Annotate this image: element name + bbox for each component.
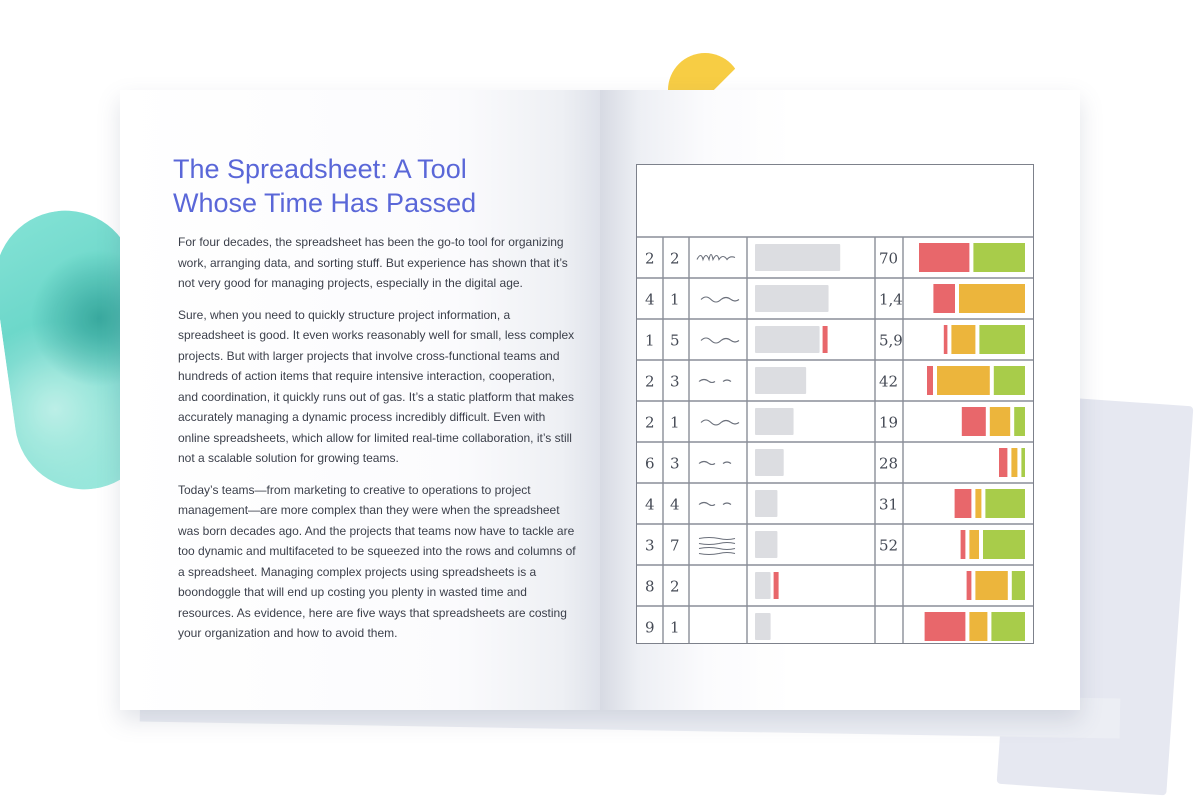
cell-col2: 7: [670, 537, 680, 555]
status-segment-amber: [951, 325, 976, 354]
status-segment-red: [999, 448, 1008, 477]
grey-bar: [755, 244, 841, 271]
red-tick: [822, 326, 828, 353]
status-segment-amber: [989, 407, 1011, 436]
red-tick: [773, 572, 779, 599]
scribble-text: [698, 460, 732, 466]
cell-col1: 2: [645, 373, 655, 391]
grey-bar: [755, 490, 778, 517]
status-segment-red: [927, 366, 933, 395]
scribble-text: [700, 419, 740, 426]
status-segment-green: [1014, 407, 1025, 436]
status-segment-red: [961, 407, 986, 436]
status-segment-amber: [975, 489, 982, 518]
scribble-text: [700, 296, 740, 303]
open-book: The Spreadsheet: A Tool Whose Time Has P…: [120, 90, 1080, 710]
status-segment-red: [960, 530, 966, 559]
paragraph-3: Today’s teams—from marketing to creative…: [178, 482, 576, 641]
article-body: For four decades, the spreadsheet has be…: [178, 232, 578, 655]
status-segment-green: [991, 612, 1025, 641]
scribble-line: [698, 547, 736, 550]
status-segment-red: [966, 571, 972, 600]
cell-col2: 1: [670, 414, 680, 432]
status-segment-green: [983, 530, 1025, 559]
title-line-1: The Spreadsheet: A Tool: [173, 154, 467, 184]
cell-number: 5,9: [879, 332, 903, 350]
cell-col1: 6: [645, 455, 655, 473]
cell-col2: 5: [670, 332, 680, 350]
cell-col1: 1: [645, 332, 655, 350]
cell-number: 52: [879, 537, 898, 555]
grey-bar: [755, 449, 784, 476]
cell-col2: 1: [670, 291, 680, 309]
status-segment-green: [979, 325, 1025, 354]
cell-number: 19: [879, 414, 898, 432]
paragraph-1: For four decades, the spreadsheet has be…: [178, 235, 568, 290]
article-title: The Spreadsheet: A Tool Whose Time Has P…: [173, 152, 553, 220]
cell-col2: 2: [670, 250, 680, 268]
cell-col1: 4: [645, 291, 655, 309]
cell-col2: 1: [670, 619, 680, 637]
status-segment-amber: [1011, 448, 1018, 477]
cell-col2: 3: [670, 373, 680, 391]
status-segment-red: [924, 612, 966, 641]
status-segment-amber: [959, 284, 1025, 313]
grey-bar: [755, 326, 820, 353]
status-segment-amber: [969, 530, 979, 559]
cell-number: 31: [879, 496, 898, 514]
scribble-line: [698, 537, 736, 540]
title-line-2: Whose Time Has Passed: [173, 188, 477, 218]
scribble-line: [698, 552, 736, 555]
status-segment-red: [933, 284, 955, 313]
cell-col1: 2: [645, 414, 655, 432]
status-segment-red: [919, 243, 970, 272]
status-segment-amber: [969, 612, 988, 641]
status-segment-red: [954, 489, 972, 518]
cell-number: 42: [879, 373, 898, 391]
cell-number: 1,4: [879, 291, 903, 309]
scribble-text: [700, 337, 740, 344]
status-segment-red: [943, 325, 948, 354]
grey-bar: [755, 572, 771, 599]
scribble-line: [698, 542, 736, 545]
cell-col1: 8: [645, 578, 655, 596]
cell-col2: 3: [670, 455, 680, 473]
scribble-text: [698, 501, 732, 507]
status-segment-amber: [975, 571, 1008, 600]
status-segment-green: [985, 489, 1025, 518]
cell-col2: 2: [670, 578, 680, 596]
grey-bar: [755, 531, 778, 558]
grey-bar: [755, 408, 794, 435]
spreadsheet-drawing: 2 2 704 1 1,41 5 5,92 3 422 1 196 3 284 4 313 7 528 29 1: [637, 236, 1033, 643]
spreadsheet-illustration: 2 2 70 4 1 1,4 1 5 5,9 2 3 42 2 1 19 6 3 28 4 4 31 3 7 52 8 2 9 1: [636, 164, 1034, 644]
paragraph-2: Sure, when you need to quickly structure…: [178, 307, 575, 466]
cell-number: 70: [879, 250, 898, 268]
scribble-text: [698, 378, 732, 384]
cell-number: 28: [879, 455, 898, 473]
cell-col1: 3: [645, 537, 655, 555]
grey-bar: [755, 367, 807, 394]
scribble-text: [696, 253, 736, 262]
status-segment-green: [973, 243, 1025, 272]
grey-bar: [755, 613, 771, 640]
cell-col1: 2: [645, 250, 655, 268]
grey-bar: [755, 285, 829, 312]
status-segment-green: [993, 366, 1025, 395]
cell-col1: 9: [645, 619, 655, 637]
status-segment-green: [1021, 448, 1025, 477]
cell-col2: 4: [670, 496, 680, 514]
status-segment-amber: [937, 366, 990, 395]
left-page: The Spreadsheet: A Tool Whose Time Has P…: [120, 90, 600, 710]
cell-col1: 4: [645, 496, 655, 514]
status-segment-green: [1011, 571, 1025, 600]
